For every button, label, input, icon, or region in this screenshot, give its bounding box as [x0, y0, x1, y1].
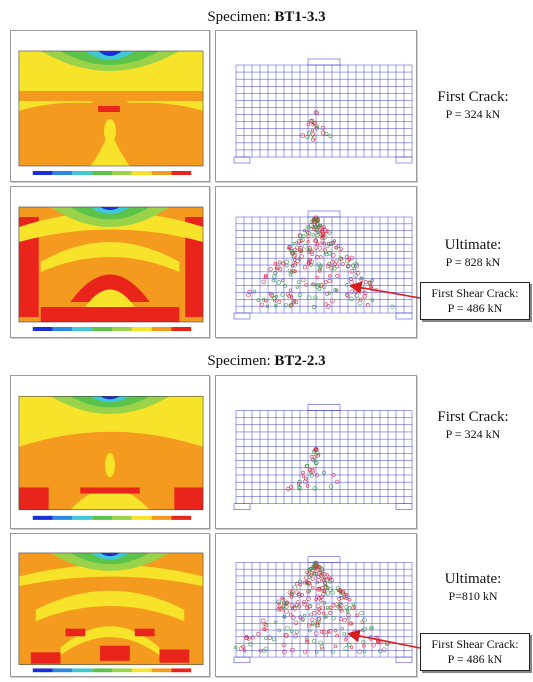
specimen-1-name: BT1-3.3 [274, 9, 326, 25]
specimen-2-first-crack-label: First Crack: P = 324 kN [418, 408, 528, 442]
specimen-2-first-crack-contour-plot [10, 375, 210, 529]
specimen-1-first-crack-label: First Crack: P = 324 kN [418, 88, 528, 122]
shear-crack-value: P = 486 kN [447, 652, 503, 666]
shear-crack-value: P = 486 kN [447, 301, 503, 315]
contour-svg [18, 395, 204, 520]
specimen-1-ultimate-mesh-plot [215, 186, 417, 338]
ultimate-heading: Ultimate: [444, 571, 502, 587]
shear-crack-heading: First Shear Crack: [431, 637, 519, 651]
specimen-1-title: Specimen: BT1-3.3 [0, 8, 533, 26]
specimen-2-first-crack-mesh-plot [215, 375, 417, 529]
specimen-1-first-crack-mesh-plot [215, 30, 417, 182]
specimen-2-shear-crack-callout: First Shear Crack: P = 486 kN [420, 633, 530, 671]
shear-crack-heading: First Shear Crack: [431, 286, 519, 300]
mesh-svg [233, 556, 413, 663]
first-crack-heading: First Crack: [437, 89, 509, 105]
specimen-2-name: BT2-2.3 [274, 353, 326, 369]
mesh-svg [233, 210, 413, 320]
contour-svg [18, 50, 204, 175]
specimen-1-first-crack-contour-plot [10, 30, 210, 182]
first-crack-value: P = 324 kN [445, 107, 501, 121]
specimen-1-prefix: Specimen: [207, 9, 271, 25]
first-crack-value: P = 324 kN [445, 427, 501, 441]
specimen-2-ultimate-contour-plot [10, 533, 210, 677]
specimen-1-shear-crack-callout: First Shear Crack: P = 486 kN [420, 282, 530, 320]
specimen-2-title: Specimen: BT2-2.3 [0, 352, 533, 370]
ultimate-value: P=810 kN [448, 589, 498, 603]
specimen-2-ultimate-mesh-plot [215, 533, 417, 677]
ultimate-value: P = 828 kN [445, 255, 501, 269]
contour-svg [18, 552, 204, 673]
mesh-svg [233, 58, 413, 164]
contour-svg [18, 206, 204, 331]
specimen-2-ultimate-label: Ultimate: P=810 kN [418, 570, 528, 604]
mesh-svg [233, 404, 413, 511]
specimen-2-prefix: Specimen: [207, 353, 271, 369]
specimen-1-ultimate-contour-plot [10, 186, 210, 338]
first-crack-heading: First Crack: [437, 409, 509, 425]
specimen-1-ultimate-label: Ultimate: P = 828 kN [418, 236, 528, 270]
ultimate-heading: Ultimate: [444, 237, 502, 253]
